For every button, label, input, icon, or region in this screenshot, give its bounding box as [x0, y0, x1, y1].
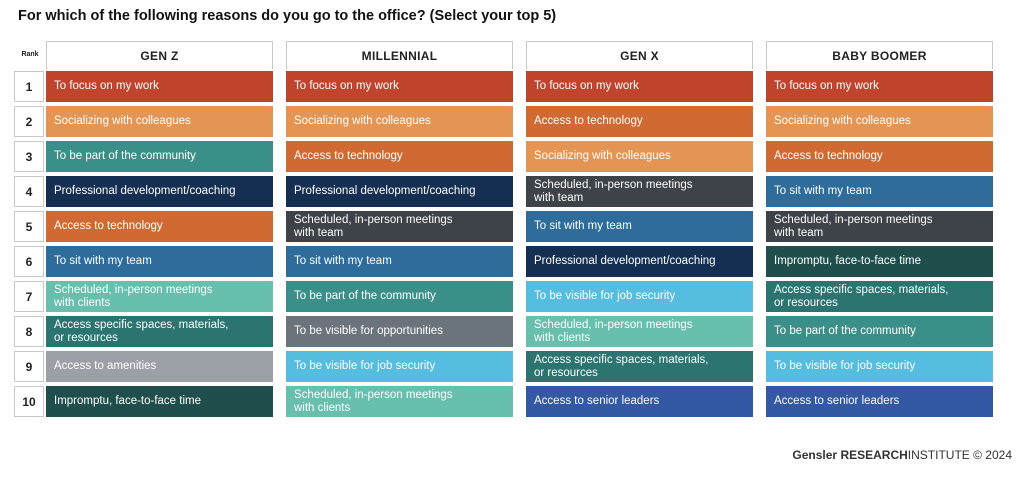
reason-cell: Socializing with colleagues — [766, 106, 993, 137]
reason-cell: To sit with my team — [46, 246, 273, 277]
reason-cell: To be visible for job security — [286, 351, 513, 382]
rank-cell: 1 — [14, 71, 44, 102]
gen-cells: To focus on my work Socializing with coll… — [286, 71, 513, 417]
gen-cells: To focus on my work Socializing with coll… — [766, 71, 993, 417]
reason-cell: Access to technology — [766, 141, 993, 172]
reason-cell: Scheduled, in-person meetings with clien… — [46, 281, 273, 312]
reason-cell: Access to technology — [46, 211, 273, 242]
chart-title: For which of the following reasons do yo… — [18, 8, 557, 24]
reason-cell: Socializing with colleagues — [46, 106, 273, 137]
reason-cell: Impromptu, face-to-face time — [766, 246, 993, 277]
rank-cell: 6 — [14, 246, 44, 277]
reason-cell: Access to technology — [526, 106, 753, 137]
gen-cells: To focus on my work Access to technology S… — [526, 71, 753, 417]
rank-cell: 8 — [14, 316, 44, 347]
reason-cell: To be part of the community — [46, 141, 273, 172]
reason-cell: Scheduled, in-person meetings with clien… — [526, 316, 753, 347]
reason-cell: To be part of the community — [766, 316, 993, 347]
gen-header: GEN X — [526, 41, 753, 69]
gen-header: GEN Z — [46, 41, 273, 69]
reason-cell: Professional development/coaching — [286, 176, 513, 207]
rank-cell: 9 — [14, 351, 44, 382]
rank-cell: 4 — [14, 176, 44, 207]
gen-cells: To focus on my work Socializing with coll… — [46, 71, 273, 417]
rank-cell: 7 — [14, 281, 44, 312]
reason-cell: To focus on my work — [286, 71, 513, 102]
reason-cell: To be part of the community — [286, 281, 513, 312]
reason-cell: Access to senior leaders — [526, 386, 753, 417]
rank-header: Rank — [21, 51, 39, 58]
footer-brand: Gensler — [792, 448, 838, 462]
rank-cell: 10 — [14, 386, 44, 417]
reason-cell: Access specific spaces, materials, or re… — [766, 281, 993, 312]
reason-cell: To be visible for opportunities — [286, 316, 513, 347]
rank-cell: 2 — [14, 106, 44, 137]
footer-institute: INSTITUTE — [907, 448, 970, 462]
reason-cell: Impromptu, face-to-face time — [46, 386, 273, 417]
reason-cell: To focus on my work — [46, 71, 273, 102]
gen-column-baby-boomer: BABY BOOMER To focus on my work Socializi… — [766, 41, 993, 421]
reason-cell: Access specific spaces, materials, or re… — [526, 351, 753, 382]
rank-cell: 3 — [14, 141, 44, 172]
reason-cell: Scheduled, in-person meetings with team — [526, 176, 753, 207]
footer-credit: Gensler RESEARCHINSTITUTE © 2024 — [792, 448, 1012, 462]
reason-cell: Professional development/coaching — [526, 246, 753, 277]
gen-header: MILLENNIAL — [286, 41, 513, 69]
footer-copyright: © 2024 — [973, 448, 1012, 462]
reason-cell: Scheduled, in-person meetings with team — [766, 211, 993, 242]
footer-research: RESEARCH — [840, 448, 908, 462]
reason-cell: Scheduled, in-person meetings with team — [286, 211, 513, 242]
reason-cell: Access to technology — [286, 141, 513, 172]
gen-header: BABY BOOMER — [766, 41, 993, 69]
reason-cell: To focus on my work — [766, 71, 993, 102]
reason-cell: Socializing with colleagues — [286, 106, 513, 137]
rank-column: 1 2 3 4 5 6 7 8 9 10 — [14, 71, 44, 421]
reason-cell: To sit with my team — [286, 246, 513, 277]
reason-cell: Scheduled, in-person meetings with clien… — [286, 386, 513, 417]
reason-cell: To be visible for job security — [526, 281, 753, 312]
gen-column-gen-x: GEN X To focus on my work Access to techn… — [526, 41, 753, 421]
reason-cell: Socializing with colleagues — [526, 141, 753, 172]
gen-column-millennial: MILLENNIAL To focus on my work Socializin… — [286, 41, 513, 421]
gen-column-gen-z: GEN Z To focus on my work Socializing wit… — [46, 41, 273, 421]
rank-cell: 5 — [14, 211, 44, 242]
reason-cell: To sit with my team — [526, 211, 753, 242]
reason-cell: Access to amenities — [46, 351, 273, 382]
reason-cell: To sit with my team — [766, 176, 993, 207]
reason-cell: Access to senior leaders — [766, 386, 993, 417]
reason-cell: Access specific spaces, materials, or re… — [46, 316, 273, 347]
reason-cell: To be visible for job security — [766, 351, 993, 382]
reason-cell: To focus on my work — [526, 71, 753, 102]
reason-cell: Professional development/coaching — [46, 176, 273, 207]
